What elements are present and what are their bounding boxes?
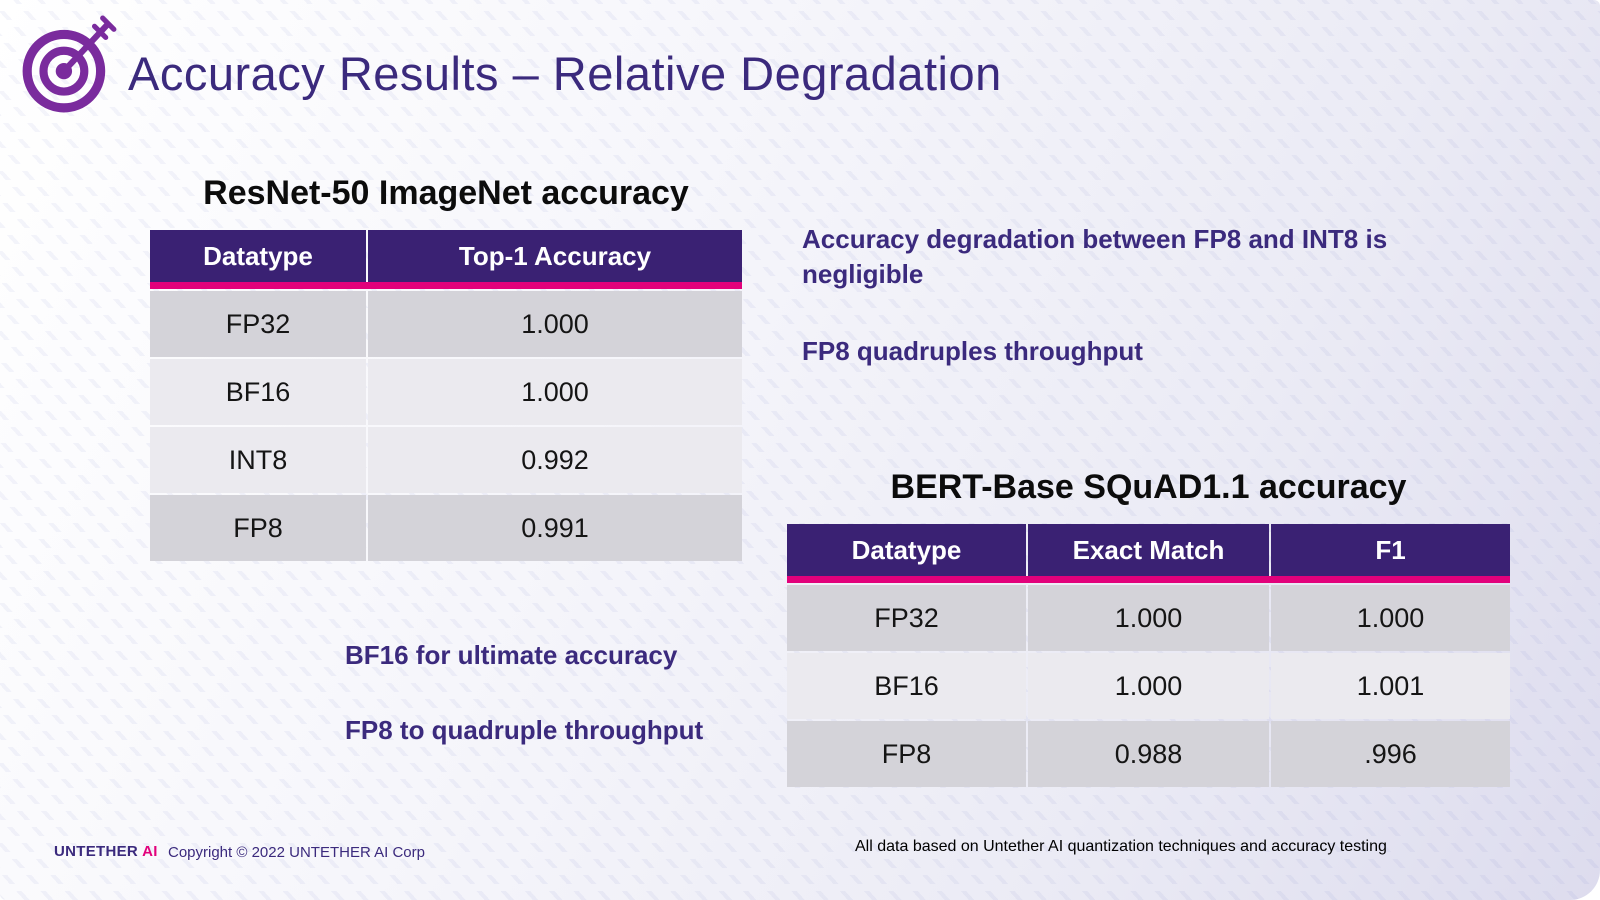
logo-primary-text: UNTETHER xyxy=(54,843,139,860)
column-header-top1-accuracy: Top-1 Accuracy xyxy=(368,230,742,282)
logo-accent-text: AI xyxy=(142,843,158,860)
cell-datatype: FP32 xyxy=(787,585,1026,651)
left-annotations: BF16 for ultimate accuracy FP8 to quadru… xyxy=(345,638,703,748)
cell-top1: 1.000 xyxy=(368,359,742,425)
cell-top1: 1.000 xyxy=(368,291,742,357)
cell-datatype: FP8 xyxy=(150,495,366,561)
cell-datatype: FP8 xyxy=(787,721,1026,787)
page-title: Accuracy Results – Relative Degradation xyxy=(128,47,1002,100)
cell-f1: 1.001 xyxy=(1271,653,1510,719)
cell-exact-match: 1.000 xyxy=(1028,653,1269,719)
data-source-note: All data based on Untether AI quantizati… xyxy=(855,838,1387,855)
copyright-text: Copyright © 2022 UNTETHER AI Corp xyxy=(168,844,425,861)
cell-top1: 0.991 xyxy=(368,495,742,561)
table-accent-bar xyxy=(787,576,1510,583)
resnet-accuracy-table: Datatype Top-1 Accuracy FP32 1.000 BF16 … xyxy=(150,230,742,561)
cell-datatype: BF16 xyxy=(787,653,1026,719)
annotation-bf16-accuracy: BF16 for ultimate accuracy xyxy=(345,640,678,670)
column-header-datatype: Datatype xyxy=(150,230,366,282)
bert-accuracy-table: Datatype Exact Match F1 FP32 1.000 1.000… xyxy=(787,524,1510,787)
untether-ai-logo: UNTETHER AI xyxy=(54,843,158,860)
right-annotations: Accuracy degradation between FP8 and INT… xyxy=(802,222,1402,369)
bert-table-title: BERT-Base SQuAD1.1 accuracy xyxy=(890,468,1407,506)
annotation-fp8-quadruple: FP8 to quadruple throughput xyxy=(345,715,704,746)
annotation-fp8-int8: Accuracy degradation between FP8 and INT… xyxy=(802,224,1388,290)
cell-exact-match: 1.000 xyxy=(1028,585,1269,651)
cell-datatype: BF16 xyxy=(150,359,366,425)
cell-top1: 0.992 xyxy=(368,427,742,493)
column-header-exact-match: Exact Match xyxy=(1028,524,1269,576)
resnet-table-title: ResNet-50 ImageNet accuracy xyxy=(203,174,689,212)
table-accent-bar xyxy=(150,282,742,289)
cell-exact-match: 0.988 xyxy=(1028,721,1269,787)
column-header-datatype: Datatype xyxy=(787,524,1026,576)
cell-datatype: INT8 xyxy=(150,427,366,493)
annotation-fp8-throughput: FP8 quadruples throughput xyxy=(802,336,1143,367)
target-icon xyxy=(22,15,117,113)
column-header-f1: F1 xyxy=(1271,524,1510,576)
cell-f1: 1.000 xyxy=(1271,585,1510,651)
cell-datatype: FP32 xyxy=(150,291,366,357)
cell-f1: .996 xyxy=(1271,721,1510,787)
